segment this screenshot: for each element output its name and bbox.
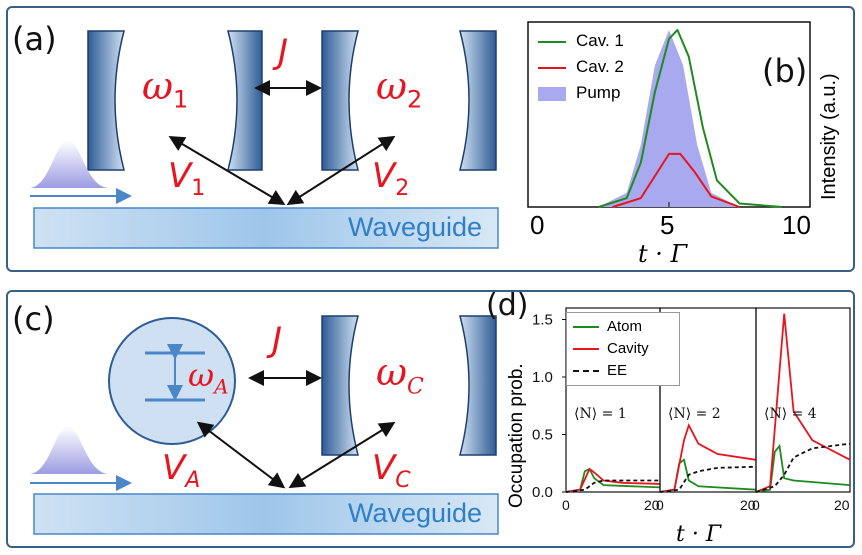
ytick-d-3: 1.5 — [532, 312, 553, 329]
label-d: (d) — [486, 288, 529, 323]
xlabel-d: t · Γ — [676, 522, 722, 547]
chart-d: ⟨N⟩ = 10 20⟨N⟩ = 20 20⟨N⟩ = 40 200.00.51.01… — [532, 307, 851, 513]
ylabel-d: Occupation prob. — [506, 363, 527, 508]
ytick-d-2: 1.0 — [532, 369, 553, 386]
subplot-label-2: ⟨N⟩ = 4 — [764, 406, 817, 422]
legend-d: Atom Cavity EE — [566, 312, 680, 386]
input-pulse-c — [30, 426, 108, 474]
ylabel-b: Intensity (a.u.) — [818, 73, 840, 200]
waveguide-c — [33, 493, 499, 535]
xtick-d-1: 20 — [644, 497, 660, 513]
subplot-label-0: ⟨N⟩ = 1 — [574, 406, 627, 422]
va-label: VA — [162, 448, 201, 493]
legend-d-item-1: Cavity — [573, 338, 673, 360]
ytick-d-0: 0.0 — [532, 484, 553, 501]
va-arrow — [196, 421, 286, 489]
mirror-left-1 — [87, 30, 125, 171]
legend-b-item-2: Pump — [538, 80, 624, 106]
xtick-d-0: 0 — [562, 497, 570, 513]
j-label-c: J — [272, 320, 283, 360]
xlabel-b: t · Γ — [638, 240, 688, 268]
j-label-a: J — [278, 32, 289, 72]
legend-d-item-2: EE — [573, 360, 673, 382]
series-cavity-panel-2 — [755, 313, 851, 493]
series-atom-panel-2 — [755, 443, 851, 493]
series-pump-area — [598, 30, 740, 207]
mirror-right-2 — [459, 30, 497, 171]
omega1-label: ω1 — [142, 64, 189, 114]
v2-label: V2 — [372, 156, 410, 201]
series-cav2 — [612, 152, 740, 208]
subplot-label-1: ⟨N⟩ = 2 — [668, 406, 721, 422]
v1-arrow — [168, 135, 286, 206]
label-c: (c) — [12, 300, 55, 338]
vc-arrow — [288, 421, 396, 489]
vc-label: VC — [372, 448, 411, 493]
v1-label: V1 — [168, 156, 206, 201]
legend-d-item-0: Atom — [573, 316, 673, 338]
xtick-b-1: 5 — [660, 210, 675, 240]
label-a: (a) — [12, 20, 57, 58]
mirror-left-c — [321, 315, 359, 456]
legend-b-item-1: Cav. 2 — [538, 54, 624, 80]
waveguide-label-a: Waveguide — [348, 212, 483, 242]
legend-b: Cav. 1 Cav. 2 Pump — [538, 28, 624, 106]
xtick-b-0: 0 — [530, 210, 545, 240]
omega2-label: ω2 — [376, 64, 423, 114]
omegaA-label: ωA — [188, 356, 229, 399]
series-cav1 — [598, 29, 782, 208]
mirror-right-1 — [227, 30, 263, 171]
mirror-left-2 — [321, 30, 359, 171]
mirror-right-c — [459, 315, 497, 456]
legend-b-item-0: Cav. 1 — [538, 28, 624, 54]
series-ee-panel-1 — [659, 465, 757, 493]
xtick-d-1: 20 — [834, 497, 850, 513]
xtick-b-2: 10 — [782, 210, 811, 240]
xtick-d-0: 0 — [752, 497, 760, 513]
chart-b — [527, 21, 811, 208]
input-pulse-a — [30, 140, 108, 188]
chart-d-frame-2 — [755, 307, 851, 493]
v2-arrow — [286, 135, 396, 206]
ytick-d-1: 0.5 — [532, 427, 553, 444]
xtick-d-0: 0 — [656, 497, 664, 513]
xtick-d-1: 20 — [740, 497, 756, 513]
series-ee-panel-2 — [755, 442, 851, 493]
label-b: (b) — [762, 52, 808, 90]
waveguide-label-c: Waveguide — [348, 498, 483, 528]
series-ee-panel-0 — [565, 479, 660, 493]
waveguide-a — [33, 207, 499, 249]
omegaC-label: ωC — [376, 350, 424, 400]
series-cavity-panel-1 — [659, 422, 757, 493]
